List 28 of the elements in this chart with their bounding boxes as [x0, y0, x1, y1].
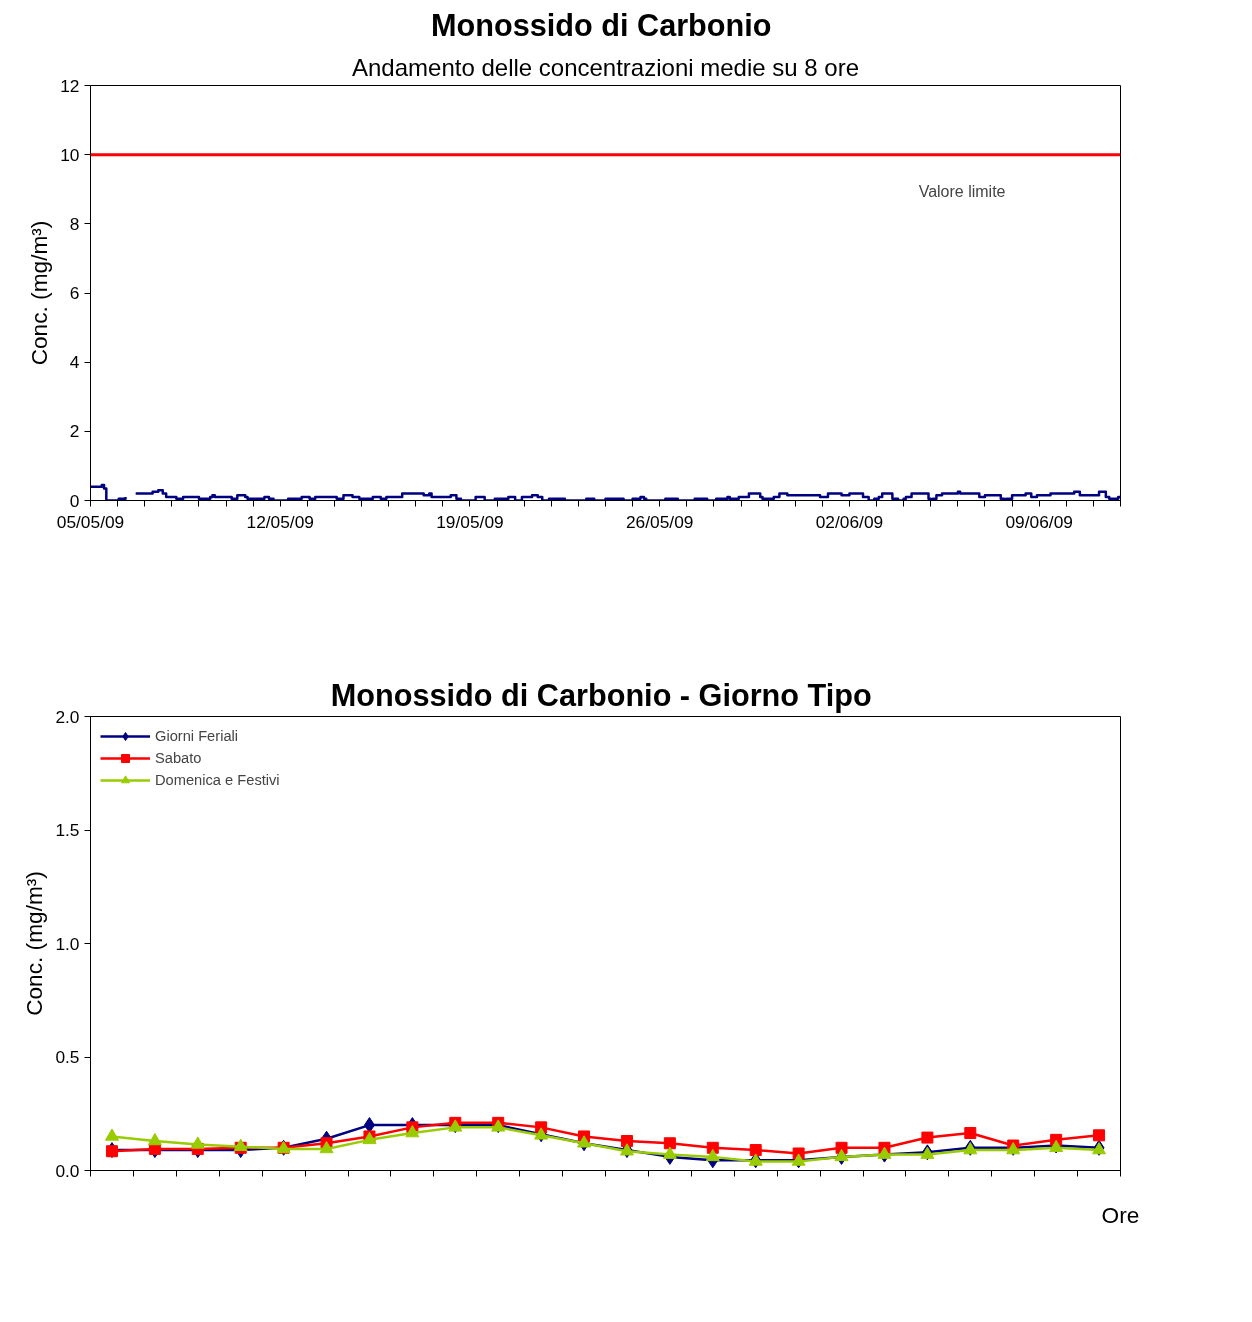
y-tick-label: 6 — [69, 283, 80, 303]
x-axis-title: Ore — [1101, 1201, 1140, 1228]
chart-title: Monossido di Carbonio - Giorno Tipo — [330, 677, 872, 713]
x-tick-label: 09/06/09 — [1005, 511, 1073, 532]
y-tick-label: 0 — [69, 490, 80, 511]
y-tick-label: 1.0 — [55, 933, 80, 954]
legend-label: Giorni Feriali — [155, 728, 239, 744]
x-tick-label: 02/06/09 — [815, 511, 884, 532]
y-tick-label: 2 — [69, 421, 80, 442]
y-tick-label: 10 — [60, 144, 80, 165]
y-tick-label: 1.5 — [55, 820, 80, 840]
y-tick-label: 2.0 — [55, 706, 80, 727]
y-tick-label: 0.5 — [55, 1047, 80, 1067]
x-tick-label: 05/05/09 — [56, 511, 125, 532]
x-tick-label: 12/05/09 — [246, 511, 314, 532]
chart-title: Monossido di Carbonio — [430, 7, 772, 42]
chart-subtitle: Andamento delle concentrazioni medie su 8 ore — [352, 53, 859, 81]
y-axis-title: Conc. (mg/m³) — [21, 871, 48, 1016]
legend-label: Sabato — [155, 750, 202, 766]
ref-line-label: Valore limite — [918, 182, 1006, 200]
y-tick-label: 12 — [60, 75, 80, 96]
y-tick-label: 4 — [69, 352, 80, 373]
y-tick-label: 0.0 — [55, 1160, 80, 1181]
y-axis-title: Conc. (mg/m³) — [26, 220, 53, 366]
x-tick-label: 19/05/09 — [436, 511, 504, 532]
y-tick-label: 8 — [69, 213, 80, 234]
legend-label: Domenica e Festivi — [155, 772, 280, 788]
x-tick-label: 26/05/09 — [625, 511, 694, 532]
